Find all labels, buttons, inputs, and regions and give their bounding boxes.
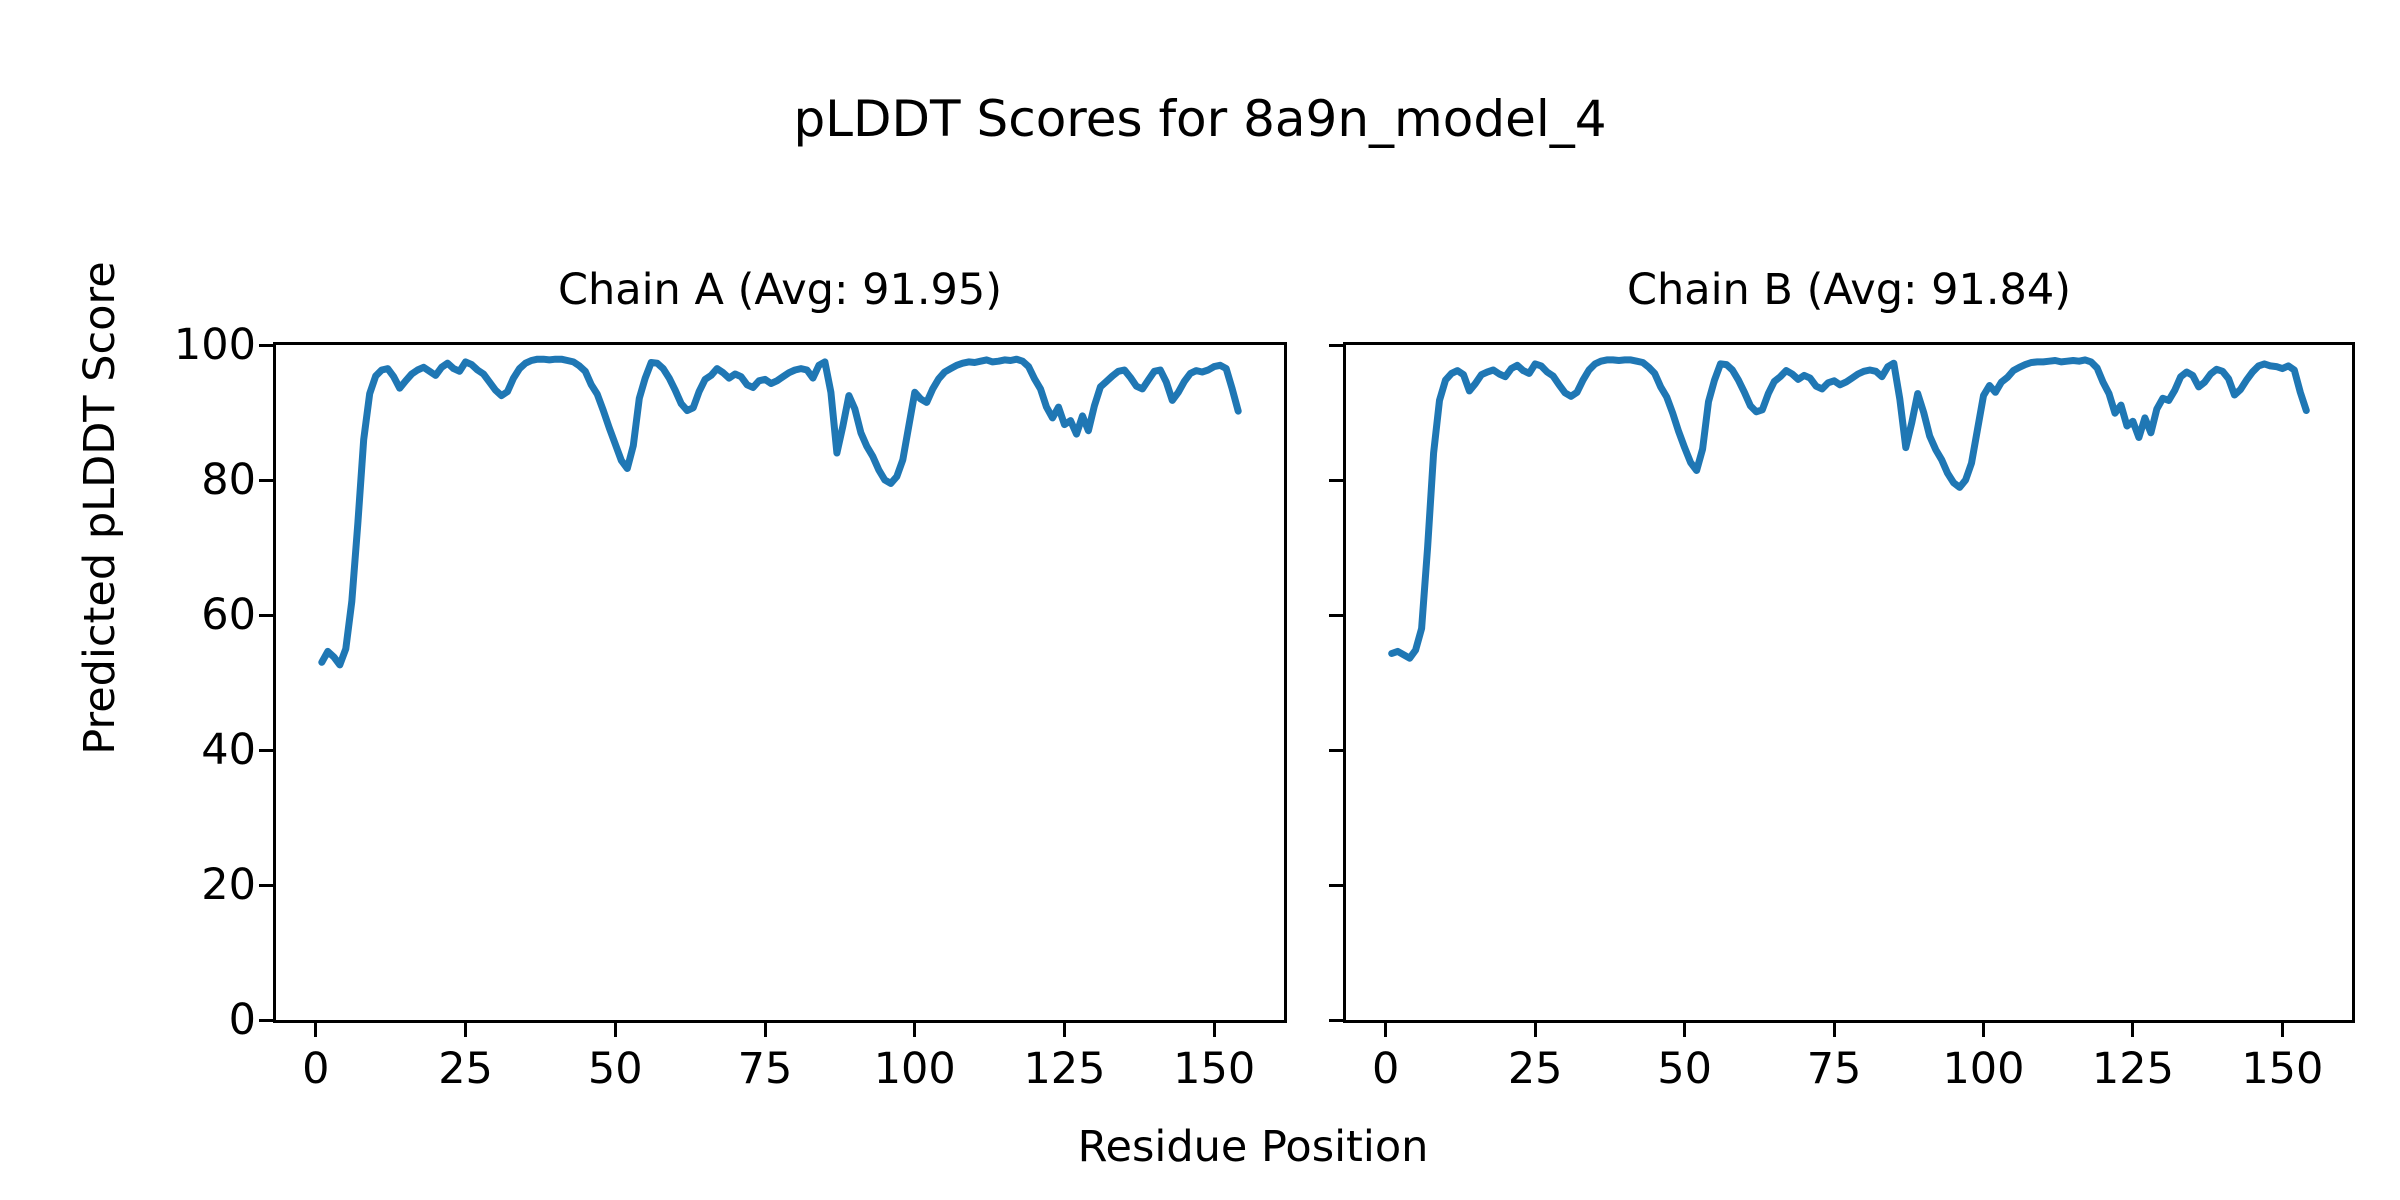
x-tick-mark-75 — [1832, 1023, 1836, 1037]
plddt-line-chain-a — [318, 355, 1242, 669]
y-tick-mark-0 — [1329, 1018, 1343, 1022]
x-tick-mark-150 — [2280, 1023, 2284, 1037]
y-tick-mark-0 — [259, 1018, 273, 1022]
x-tick-mark-25 — [464, 1023, 468, 1037]
x-tick-mark-50 — [613, 1023, 617, 1037]
x-tick-label-50: 50 — [587, 1044, 643, 1094]
y-tick-label-40: 40 — [201, 725, 256, 775]
y-tick-mark-60 — [259, 613, 273, 617]
x-tick-mark-125 — [1062, 1023, 1066, 1037]
x-tick-label-100: 100 — [873, 1044, 956, 1094]
chain-b-plddt-line — [1388, 356, 2310, 662]
x-tick-label-50: 50 — [1657, 1044, 1712, 1094]
subplot-chain-a-title: Chain A (Avg: 91.95) — [557, 265, 1003, 315]
x-tick-mark-150 — [1212, 1023, 1216, 1037]
y-tick-mark-40 — [1329, 748, 1343, 752]
x-tick-label-0: 0 — [1372, 1044, 1400, 1094]
x-tick-mark-0 — [314, 1023, 318, 1037]
x-tick-label-125: 125 — [2091, 1044, 2174, 1094]
x-tick-label-100: 100 — [1942, 1044, 2025, 1094]
x-tick-label-75: 75 — [737, 1044, 793, 1094]
subplot-chain-b-title: Chain B (Avg: 91.84) — [1626, 265, 2072, 315]
y-tick-mark-80 — [1329, 478, 1343, 482]
x-tick-mark-0 — [1384, 1023, 1388, 1037]
x-tick-mark-100 — [1981, 1023, 1985, 1037]
x-tick-mark-125 — [2131, 1023, 2135, 1037]
subplot-chain-b: Chain B (Avg: 91.84) 0 25 50 75 100 125 150 — [1329, 265, 2355, 1094]
x-tick-label-150: 150 — [1173, 1044, 1256, 1094]
chain-a-plddt-line — [318, 355, 1242, 669]
y-tick-mark-40 — [259, 748, 273, 752]
x-tick-mark-25 — [1533, 1023, 1537, 1037]
figure-title: pLDDT Scores for 8a9n_model_4 — [793, 90, 1607, 148]
x-tick-label-75: 75 — [1806, 1044, 1862, 1094]
subplot-chain-a: Chain A (Avg: 91.95) 0 25 50 75 100 125 150 0 20… — [174, 265, 1287, 1094]
y-tick-mark-100 — [259, 343, 273, 347]
y-tick-mark-20 — [259, 883, 273, 887]
x-axis-label: Residue Position — [1077, 1122, 1429, 1172]
y-tick-mark-80 — [259, 478, 273, 482]
x-tick-label-0: 0 — [302, 1044, 330, 1094]
plddt-line-chain-b — [1388, 356, 2310, 662]
y-tick-label-100: 100 — [173, 320, 256, 370]
y-tick-mark-60 — [1329, 613, 1343, 617]
y-tick-mark-100 — [1329, 343, 1343, 347]
x-tick-label-150: 150 — [2241, 1044, 2324, 1094]
x-tick-mark-75 — [763, 1023, 767, 1037]
y-tick-label-20: 20 — [201, 860, 256, 910]
x-tick-label-25: 25 — [438, 1044, 493, 1094]
y-tick-label-0: 0 — [228, 995, 256, 1045]
x-tick-label-25: 25 — [1507, 1044, 1563, 1094]
y-tick-mark-20 — [1329, 883, 1343, 887]
x-tick-mark-50 — [1683, 1023, 1687, 1037]
x-tick-label-125: 125 — [1023, 1044, 1106, 1094]
y-tick-label-60: 60 — [201, 590, 256, 640]
y-tick-label-80: 80 — [201, 455, 256, 505]
x-tick-mark-100 — [913, 1023, 917, 1037]
